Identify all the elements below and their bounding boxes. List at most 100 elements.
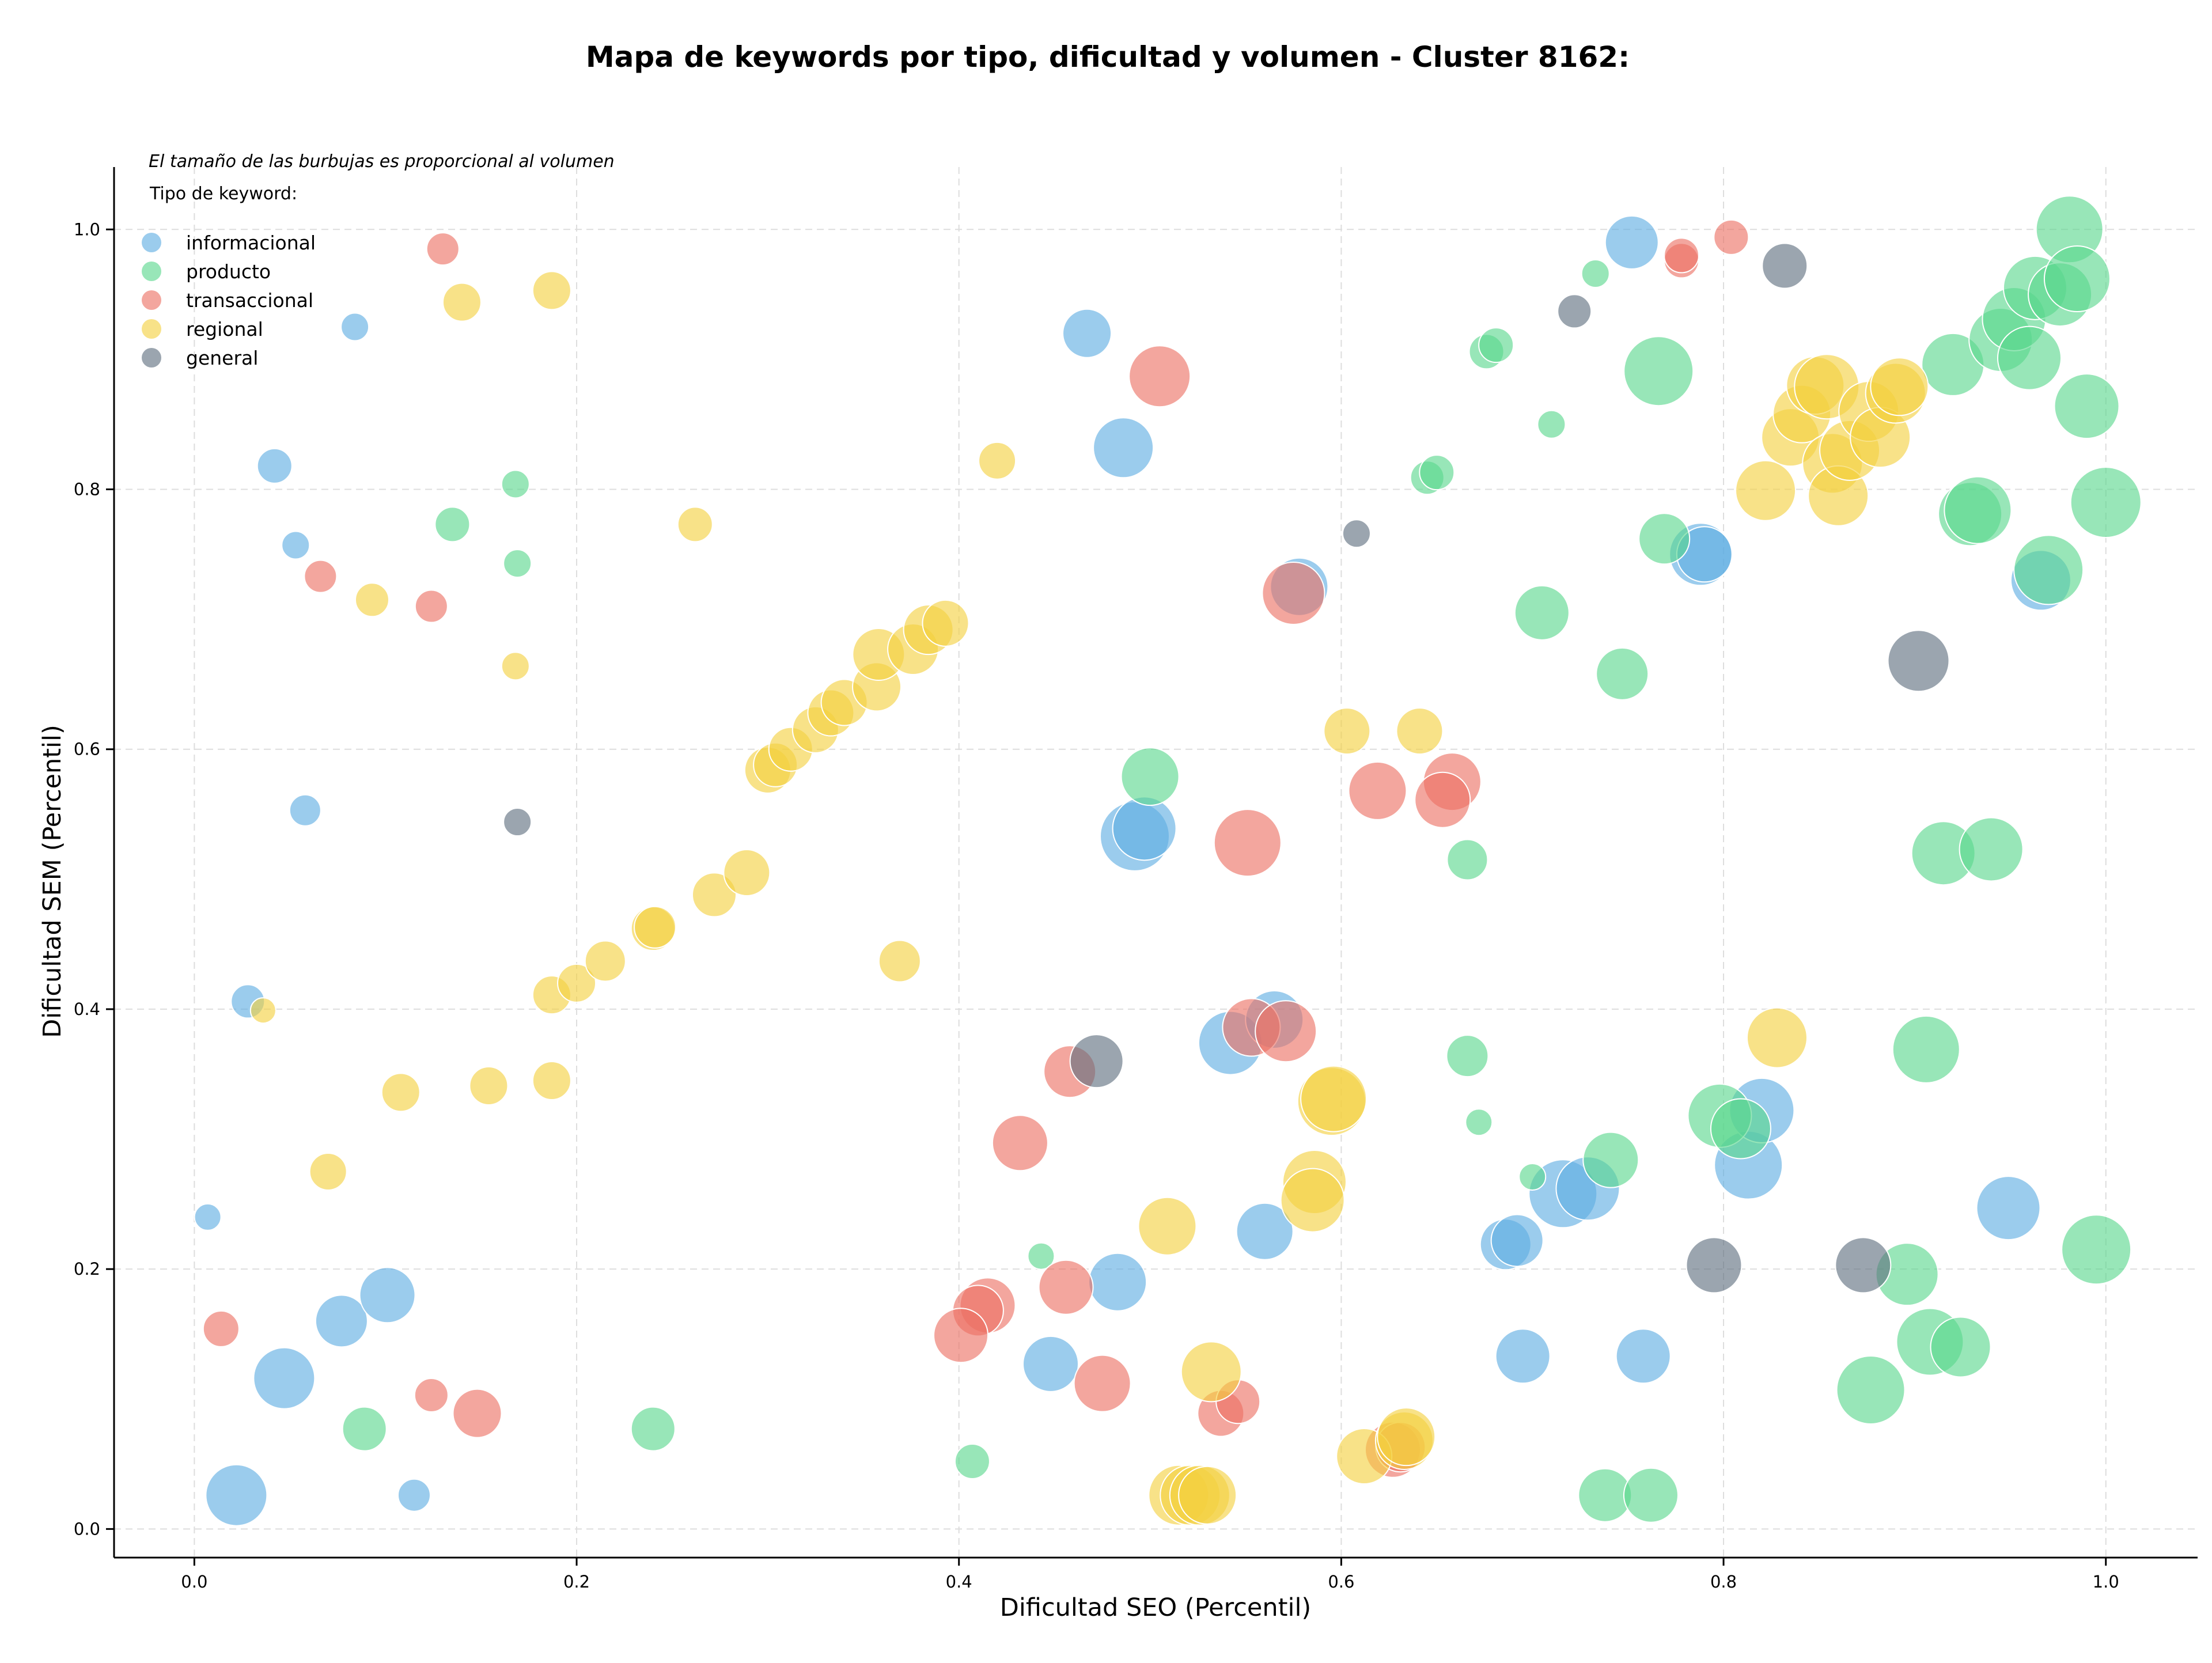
series-transaccional <box>202 219 1749 1478</box>
bubble-producto <box>1120 747 1180 806</box>
bubble-producto <box>1419 454 1455 491</box>
bubble-transaccional <box>1213 809 1282 877</box>
y-axis-label: Dificultad SEM (Percentil) <box>38 725 67 1038</box>
bubble-general <box>503 808 532 837</box>
bubble-producto <box>434 506 471 543</box>
bubble-producto <box>954 1444 990 1480</box>
bubble-informacional <box>289 794 321 827</box>
legend-label-transaccional: transaccional <box>186 289 313 312</box>
bubble-producto <box>342 1406 387 1452</box>
bubble-transaccional <box>1073 1354 1131 1412</box>
x-tick-label: 0.4 <box>946 1572 972 1592</box>
y-tick-label: 0.2 <box>74 1259 100 1279</box>
bubble-regional <box>922 599 969 647</box>
bubble-informacional <box>1236 1202 1294 1260</box>
bubble-informacional <box>1490 1214 1544 1267</box>
bubble-informacional <box>1615 1328 1671 1384</box>
bubble-transaccional <box>426 232 460 266</box>
bubble-regional <box>381 1073 421 1112</box>
bubble-transaccional <box>991 1115 1048 1172</box>
bubble-producto <box>1518 1162 1547 1191</box>
bubble-informacional <box>1976 1176 2041 1241</box>
bubble-regional <box>1138 1196 1197 1256</box>
bubble-transaccional <box>304 559 338 593</box>
bubble-transaccional <box>1262 561 1325 625</box>
bubble-transaccional <box>1414 771 1471 828</box>
bubble-producto <box>1581 259 1610 288</box>
bubble-producto <box>1465 1108 1493 1137</box>
bubble-producto <box>1623 1467 1679 1523</box>
bubble-general <box>1835 1237 1892 1294</box>
bubble-informacional <box>359 1267 416 1324</box>
bubble-producto <box>1710 1098 1771 1160</box>
bubble-producto <box>1514 585 1570 641</box>
legend-marker-producto <box>142 262 161 281</box>
legend: informacional producto transaccional region… <box>142 232 316 369</box>
bubble-regional <box>501 651 530 681</box>
bubble-transaccional <box>1038 1259 1094 1315</box>
bubble-producto <box>1959 817 2024 882</box>
bubble-regional <box>584 940 626 982</box>
bubble-regional <box>1178 1465 1237 1525</box>
y-tick-label: 1.0 <box>74 219 100 239</box>
bubble-informacional <box>253 1347 316 1410</box>
y-tick-label: 0.0 <box>74 1519 100 1539</box>
bubble-transaccional <box>1255 1000 1317 1063</box>
bubble-informacional <box>256 448 293 484</box>
bubble-producto <box>1537 410 1566 439</box>
legend-label-regional: regional <box>186 318 263 340</box>
bubble-regional <box>634 906 677 949</box>
y-tick-label: 0.4 <box>74 999 100 1019</box>
bubble-transaccional <box>202 1310 240 1347</box>
bubble-regional <box>1746 1007 1808 1069</box>
bubble-producto <box>1997 325 2062 391</box>
bubble-informacional <box>340 312 370 342</box>
bubble-regional <box>978 441 1017 480</box>
series-regional <box>249 271 1929 1526</box>
bubble-general <box>1069 1034 1124 1089</box>
bubble-transaccional <box>1348 761 1407 820</box>
bubble-regional <box>1396 707 1444 755</box>
bubble-informacional <box>281 531 310 560</box>
bubble-regional <box>723 849 771 897</box>
bubble-regional <box>1180 1341 1242 1403</box>
bubble-general <box>1762 243 1808 289</box>
bubble-regional <box>1870 357 1929 416</box>
bubble-informacional <box>1112 796 1177 861</box>
bubble-regional <box>354 582 389 618</box>
legend-marker-general <box>142 348 161 368</box>
bubble-producto <box>1478 327 1514 363</box>
bubble-regional <box>469 1066 509 1106</box>
bubble-regional <box>442 282 482 322</box>
bubble-regional <box>557 963 597 1003</box>
bubble-regional <box>532 1061 571 1101</box>
bubble-transaccional <box>1713 219 1749 255</box>
bubble-size-note: El tamaño de las burbujas es proporciona… <box>149 151 615 172</box>
x-tick-label: 0.2 <box>563 1572 590 1592</box>
legend-marker-transaccional <box>142 290 161 310</box>
bubble-transaccional <box>452 1388 502 1438</box>
bubble-regional <box>691 872 737 918</box>
bubble-general <box>1887 630 1950 692</box>
bubble-producto <box>1596 647 1649 700</box>
bubble-regional <box>309 1152 347 1191</box>
bubble-informacional <box>194 1203 222 1231</box>
bubble-transaccional <box>933 1308 989 1363</box>
bubble-producto <box>1623 336 1694 407</box>
legend-label-general: general <box>186 347 258 369</box>
bubble-producto <box>2013 535 2084 605</box>
bubble-regional <box>1323 707 1371 755</box>
bubble-regional <box>249 997 276 1024</box>
bubble-transaccional <box>1128 345 1191 408</box>
bubble-informacional <box>315 1294 368 1348</box>
legend-label-producto: producto <box>186 260 271 283</box>
series-producto <box>342 195 2142 1523</box>
bubble-producto <box>2043 245 2111 313</box>
bubble-general <box>1685 1237 1743 1294</box>
legend-title: Tipo de keyword: <box>149 184 297 204</box>
x-tick-label: 0.0 <box>181 1572 207 1592</box>
bubble-informacional <box>1088 1252 1147 1312</box>
y-tick-label: 0.8 <box>74 480 100 499</box>
